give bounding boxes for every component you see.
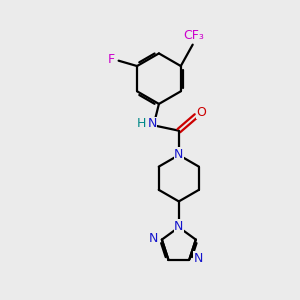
- Text: F: F: [108, 53, 115, 66]
- Text: N: N: [174, 148, 184, 161]
- Text: N: N: [148, 232, 158, 244]
- Text: CF₃: CF₃: [183, 28, 204, 42]
- Text: H: H: [136, 117, 146, 130]
- Text: N: N: [174, 220, 184, 233]
- Text: N: N: [194, 252, 203, 265]
- Text: O: O: [196, 106, 206, 119]
- Text: N: N: [147, 117, 157, 130]
